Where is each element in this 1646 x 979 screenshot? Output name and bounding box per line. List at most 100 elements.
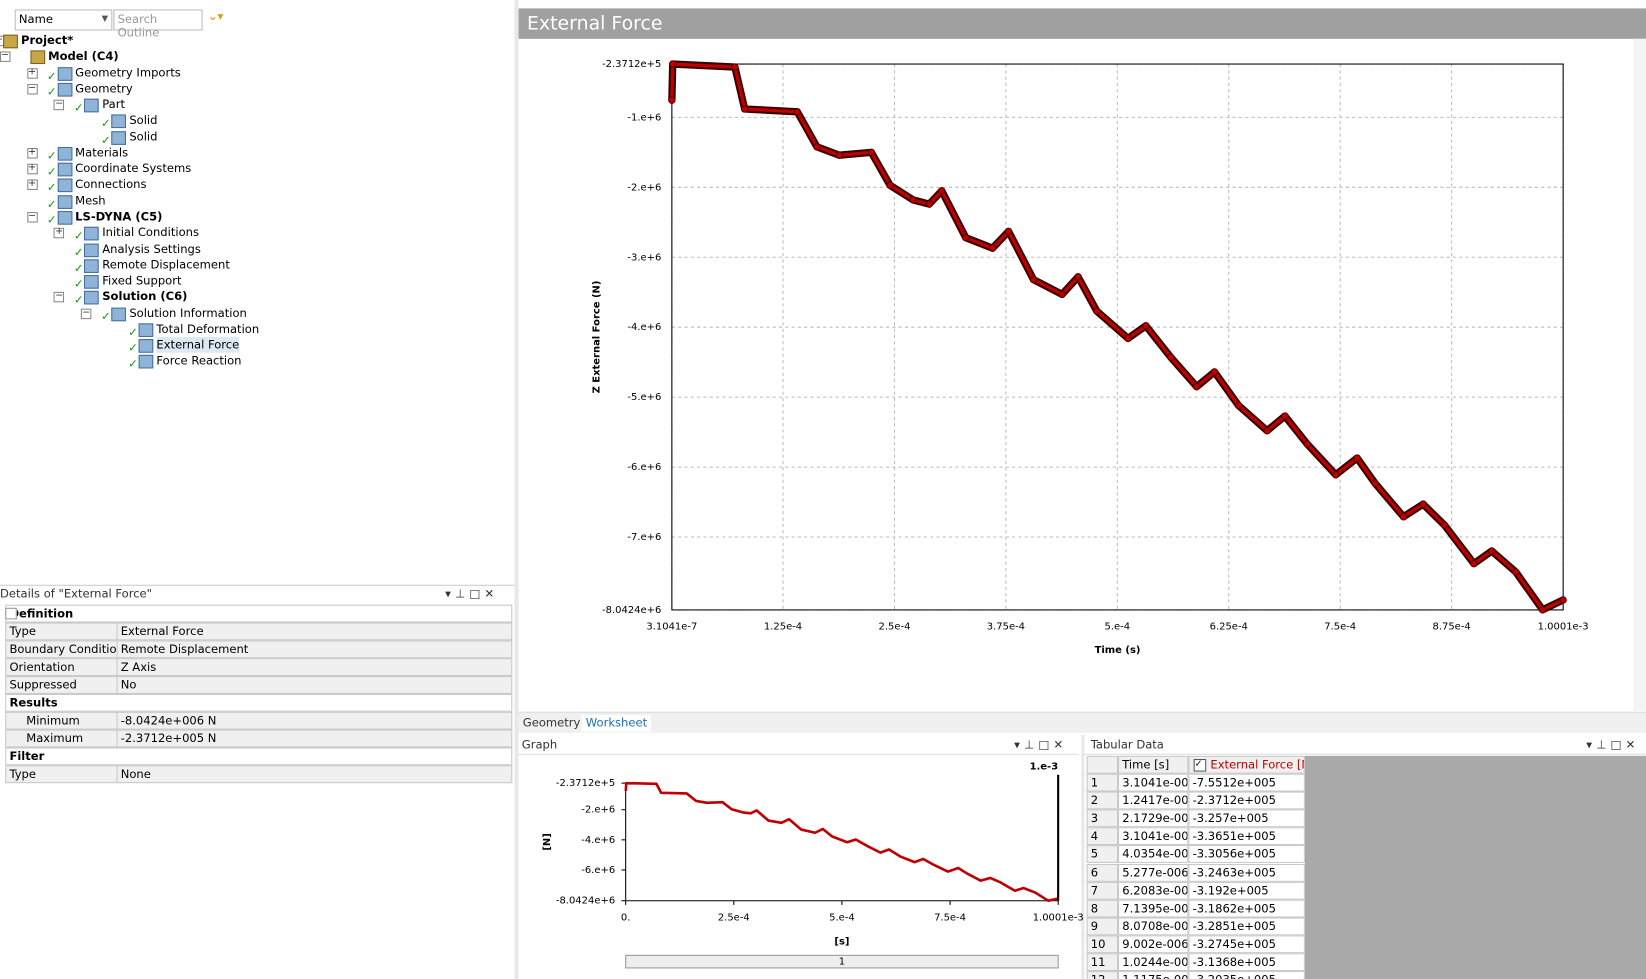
tree-item: ✓ Mesh — [0, 193, 514, 211]
table-cell: 10 — [1086, 935, 1119, 954]
y-tick-label: -6.e+6 — [581, 865, 615, 876]
marker — [1058, 290, 1066, 299]
x-tick-label: 0. — [621, 913, 631, 924]
table-cell: -3.1368e+005 — [1188, 953, 1305, 972]
expander[interactable]: − — [53, 291, 65, 303]
expander[interactable]: − — [53, 98, 65, 111]
x-tick-label: 3.1041e-7 — [646, 622, 697, 633]
expander[interactable]: + — [26, 178, 38, 191]
panel-buttons[interactable]: ▾⊥□✕ — [445, 586, 499, 601]
tree-label[interactable]: Fixed Support — [102, 274, 182, 288]
tree-item: ✓ Solid — [0, 113, 514, 131]
tree-item: + ✓ Connections — [0, 177, 514, 195]
filter-icon[interactable]: ⌄▾ — [207, 9, 224, 24]
x-axis-label: Time (s) — [1095, 645, 1141, 656]
expander[interactable]: + — [26, 66, 38, 79]
property-value: External Force — [116, 622, 513, 641]
marker — [867, 148, 875, 157]
tree-label[interactable]: Part — [102, 97, 126, 112]
tree-label[interactable]: Analysis Settings — [102, 241, 201, 256]
marker — [1210, 368, 1219, 376]
tree-item: ✓ Analysis Settings — [0, 241, 514, 259]
tree-label[interactable]: Geometry — [75, 81, 133, 96]
status-check: ✓ — [100, 309, 111, 323]
y-tick-label: -8.0424e+6 — [602, 605, 661, 616]
column-header: External Force [N] — [1188, 755, 1305, 774]
tree-label[interactable]: Solid — [129, 129, 158, 144]
panel-buttons[interactable]: ▾⊥□✕ — [1014, 738, 1068, 752]
x-axis-label: [s] — [834, 937, 849, 948]
table-cell: 6.2083e-006 — [1118, 881, 1189, 900]
table-cell: 1.1175e-005 — [1118, 971, 1189, 979]
x-tick-label: 8.75e-4 — [1432, 622, 1470, 633]
details-title: Details of "External Force" — [0, 586, 152, 601]
y-tick-label: -2.e+6 — [627, 182, 661, 193]
tab-bar: Geometry Worksheet — [518, 711, 1646, 733]
tree-label[interactable]: Mesh — [75, 193, 106, 208]
marker — [731, 63, 739, 71]
expander[interactable]: − — [81, 307, 92, 319]
table-cell: -3.2745e+005 — [1188, 935, 1305, 954]
y-tick-label: -8.0424e+6 — [556, 896, 615, 907]
table-cell: 8 — [1086, 899, 1119, 918]
table-cell: -3.2035e+005 — [1188, 971, 1305, 979]
tree-label[interactable]: Project* — [20, 33, 74, 48]
tree-icon — [57, 210, 73, 225]
tree-label[interactable]: Total Deformation — [156, 322, 260, 336]
status-check: ✓ — [46, 148, 57, 163]
tabular-header: Tabular Data ▾⊥□✕ — [1084, 735, 1646, 755]
section-row: Definition — [5, 604, 513, 623]
y-tick-label: -6.e+6 — [627, 462, 661, 473]
x-tick-label: 2.5e-4 — [878, 622, 910, 633]
expander[interactable]: − — [26, 210, 38, 223]
x-tick-label: 3.75e-4 — [987, 622, 1025, 633]
marker — [668, 96, 676, 104]
tab-worksheet[interactable]: Worksheet — [581, 714, 652, 732]
tree-label[interactable]: Remote Displacement — [102, 258, 230, 272]
status-check: ✓ — [73, 100, 84, 115]
tree-label[interactable]: Connections — [75, 177, 147, 192]
tree-icon — [3, 34, 18, 49]
tree-item: ✓ External Force — [0, 337, 514, 355]
y-tick-label: -2.e+6 — [581, 805, 615, 816]
status-check: ✓ — [73, 261, 84, 275]
name-filter[interactable]: Name ▼ — [14, 9, 113, 31]
property-name: Type — [5, 622, 118, 641]
tree-label[interactable]: Solution Information — [129, 306, 247, 320]
search-placeholder: Search Outline — [117, 12, 160, 40]
expander[interactable]: − — [0, 50, 11, 63]
tree-label[interactable]: External Force — [156, 337, 240, 353]
tree-label[interactable]: Solid — [129, 113, 158, 128]
tree-label[interactable]: LS-DYNA (C5) — [75, 209, 163, 224]
table-cell: 3 — [1086, 809, 1119, 828]
tree-label[interactable]: Geometry Imports — [75, 65, 181, 80]
tree-label[interactable]: Initial Conditions — [102, 225, 200, 240]
tree-label[interactable]: Model (C4) — [48, 49, 119, 64]
tab-geometry[interactable]: Geometry — [522, 715, 581, 730]
expander[interactable]: + — [53, 227, 65, 239]
table-cell: 4.0354e-006 — [1118, 845, 1189, 864]
details-header: Details of "External Force" ▾⊥□✕ — [0, 584, 515, 603]
time-slider — [625, 954, 1059, 969]
x-tick-label: 7.5e-4 — [934, 913, 966, 924]
tree-label[interactable]: Solution (C6) — [102, 290, 188, 304]
graph-title: Graph — [521, 738, 558, 752]
table-cell: 3.1041e-006 — [1118, 827, 1189, 846]
splitter — [1081, 734, 1085, 979]
marker — [1419, 500, 1427, 508]
expander[interactable]: + — [26, 162, 38, 175]
tree-label[interactable]: Force Reaction — [156, 354, 242, 368]
expander[interactable]: + — [26, 146, 38, 159]
expander[interactable]: − — [26, 82, 38, 95]
x-tick-label: 6.25e-4 — [1210, 622, 1248, 633]
tree-label[interactable]: Coordinate Systems — [75, 161, 192, 176]
panel-buttons[interactable]: ▾⊥□✕ — [1586, 738, 1640, 752]
scrollbar[interactable] — [1633, 38, 1646, 711]
search-box[interactable]: Search Outline — [113, 9, 203, 40]
status-check: ✓ — [73, 245, 84, 259]
x-tick-label: 5.e-4 — [829, 913, 855, 924]
marker — [938, 187, 946, 195]
property-name: Boundary Condition — [5, 640, 118, 659]
tree-label[interactable]: Materials — [75, 145, 129, 160]
